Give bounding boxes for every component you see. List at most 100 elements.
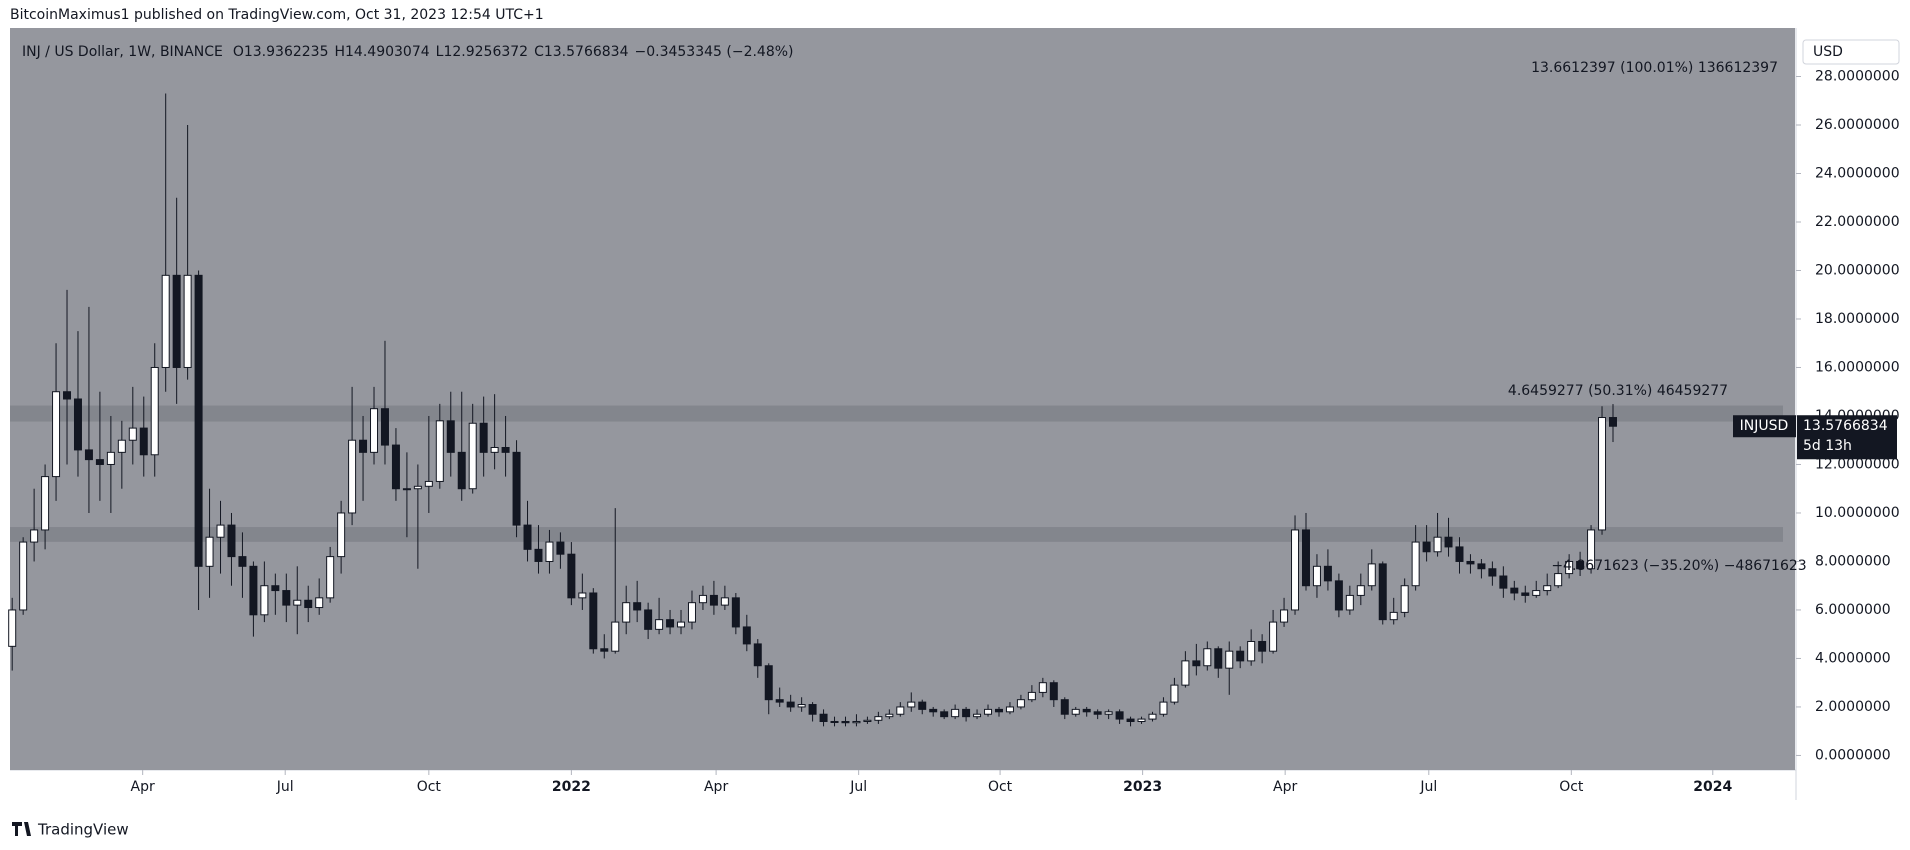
y-tick-label: 4.0000000 — [1815, 650, 1891, 666]
candle-body — [1137, 718, 1146, 723]
candle-body — [1608, 417, 1617, 427]
candle-body — [1181, 660, 1190, 686]
zone — [10, 527, 1783, 542]
y-tick-label: 10.0000000 — [1815, 505, 1900, 521]
candle-body — [172, 274, 181, 368]
candle-body — [1587, 529, 1596, 570]
candle-body — [830, 721, 839, 724]
candle-body — [479, 422, 488, 453]
candle-body — [1005, 706, 1014, 713]
y-tick-label: 22.0000000 — [1815, 214, 1900, 230]
candle-body — [128, 427, 137, 441]
candle-body — [1466, 560, 1475, 565]
candle-body — [1565, 560, 1574, 575]
price-label: 13.5766834 — [1803, 418, 1888, 434]
candle-body — [677, 621, 686, 628]
candle-body — [907, 701, 916, 708]
candle-body — [413, 485, 422, 490]
candle-body — [8, 609, 17, 647]
candle-body — [1510, 587, 1519, 594]
candle-body — [1477, 563, 1486, 570]
candle-body — [918, 701, 927, 710]
candle-body — [709, 594, 718, 606]
candle-body — [622, 602, 631, 623]
candle-body — [764, 665, 773, 701]
candle-body — [567, 553, 576, 599]
y-tick-label: 24.0000000 — [1815, 165, 1900, 181]
candle-body — [655, 619, 664, 630]
candle-body — [1269, 621, 1278, 652]
candle-body — [1400, 585, 1409, 613]
candle-body — [720, 597, 729, 606]
candle-body — [117, 439, 126, 453]
candle-body — [293, 599, 302, 606]
x-tick-label: Apr — [131, 779, 155, 795]
candle-body — [271, 585, 280, 592]
footer: TradingView — [37, 821, 129, 839]
y-tick-label: 28.0000000 — [1815, 68, 1900, 84]
candle-body — [1378, 563, 1387, 621]
currency-label: USD — [1813, 44, 1843, 60]
candle-body — [1444, 536, 1453, 548]
x-tick-label: Oct — [988, 779, 1013, 795]
candle-body — [863, 719, 872, 723]
candle-body — [1126, 718, 1135, 723]
candle-body — [940, 711, 949, 718]
candle-body — [1280, 609, 1289, 623]
candle-body — [194, 274, 203, 567]
x-tick-label: Apr — [1273, 779, 1297, 795]
candle-body — [687, 602, 696, 623]
candle-body — [249, 565, 258, 616]
legend-change: −0.3453345 (−2.48%) — [634, 44, 793, 60]
candle-body — [1214, 648, 1223, 669]
candle-body — [578, 592, 587, 599]
candle-body — [666, 619, 675, 628]
candle-body — [1225, 650, 1234, 669]
candle-body — [1532, 590, 1541, 596]
y-tick-label: 16.0000000 — [1815, 359, 1900, 375]
candle-body — [534, 548, 543, 562]
candle-body — [446, 420, 455, 453]
candle-body — [819, 713, 828, 723]
candle-body — [1488, 568, 1497, 577]
candle-body — [73, 398, 82, 451]
candle-body — [139, 427, 148, 456]
candle-body — [282, 590, 291, 606]
candle-body — [161, 274, 170, 368]
candle-body — [424, 480, 433, 487]
measure-annotation: 13.6612397 (100.01%) 136612397 — [1531, 60, 1778, 76]
candle-body — [183, 274, 192, 368]
price-box — [1797, 415, 1897, 460]
candle-body — [19, 541, 28, 611]
candle-body — [1499, 575, 1508, 589]
candle-body — [1598, 417, 1607, 531]
candle-body — [391, 444, 400, 490]
logo — [12, 822, 31, 836]
candle-body — [216, 524, 225, 538]
candle-body — [1104, 711, 1113, 715]
candle-body — [1082, 708, 1091, 713]
candle-body — [41, 476, 50, 531]
candle-body — [1312, 565, 1321, 587]
candle-body — [929, 708, 938, 713]
y-tick-label: 2.0000000 — [1815, 699, 1891, 715]
candle-body — [1247, 640, 1256, 662]
candle-body — [304, 599, 313, 609]
candle-body — [205, 536, 214, 567]
candle-body — [753, 643, 762, 667]
zone — [10, 405, 1783, 422]
candle-body — [95, 459, 104, 465]
candle-body — [994, 708, 1003, 713]
candle-body — [435, 420, 444, 482]
candle-body — [523, 524, 532, 550]
candle-body — [556, 541, 565, 555]
candle-body — [1148, 713, 1157, 720]
candle-body — [1345, 594, 1354, 611]
candle-body — [797, 704, 806, 708]
candle-body — [896, 706, 905, 715]
candle-body — [1049, 682, 1058, 701]
ticker-box — [1733, 415, 1796, 438]
candle-body — [1301, 529, 1310, 587]
